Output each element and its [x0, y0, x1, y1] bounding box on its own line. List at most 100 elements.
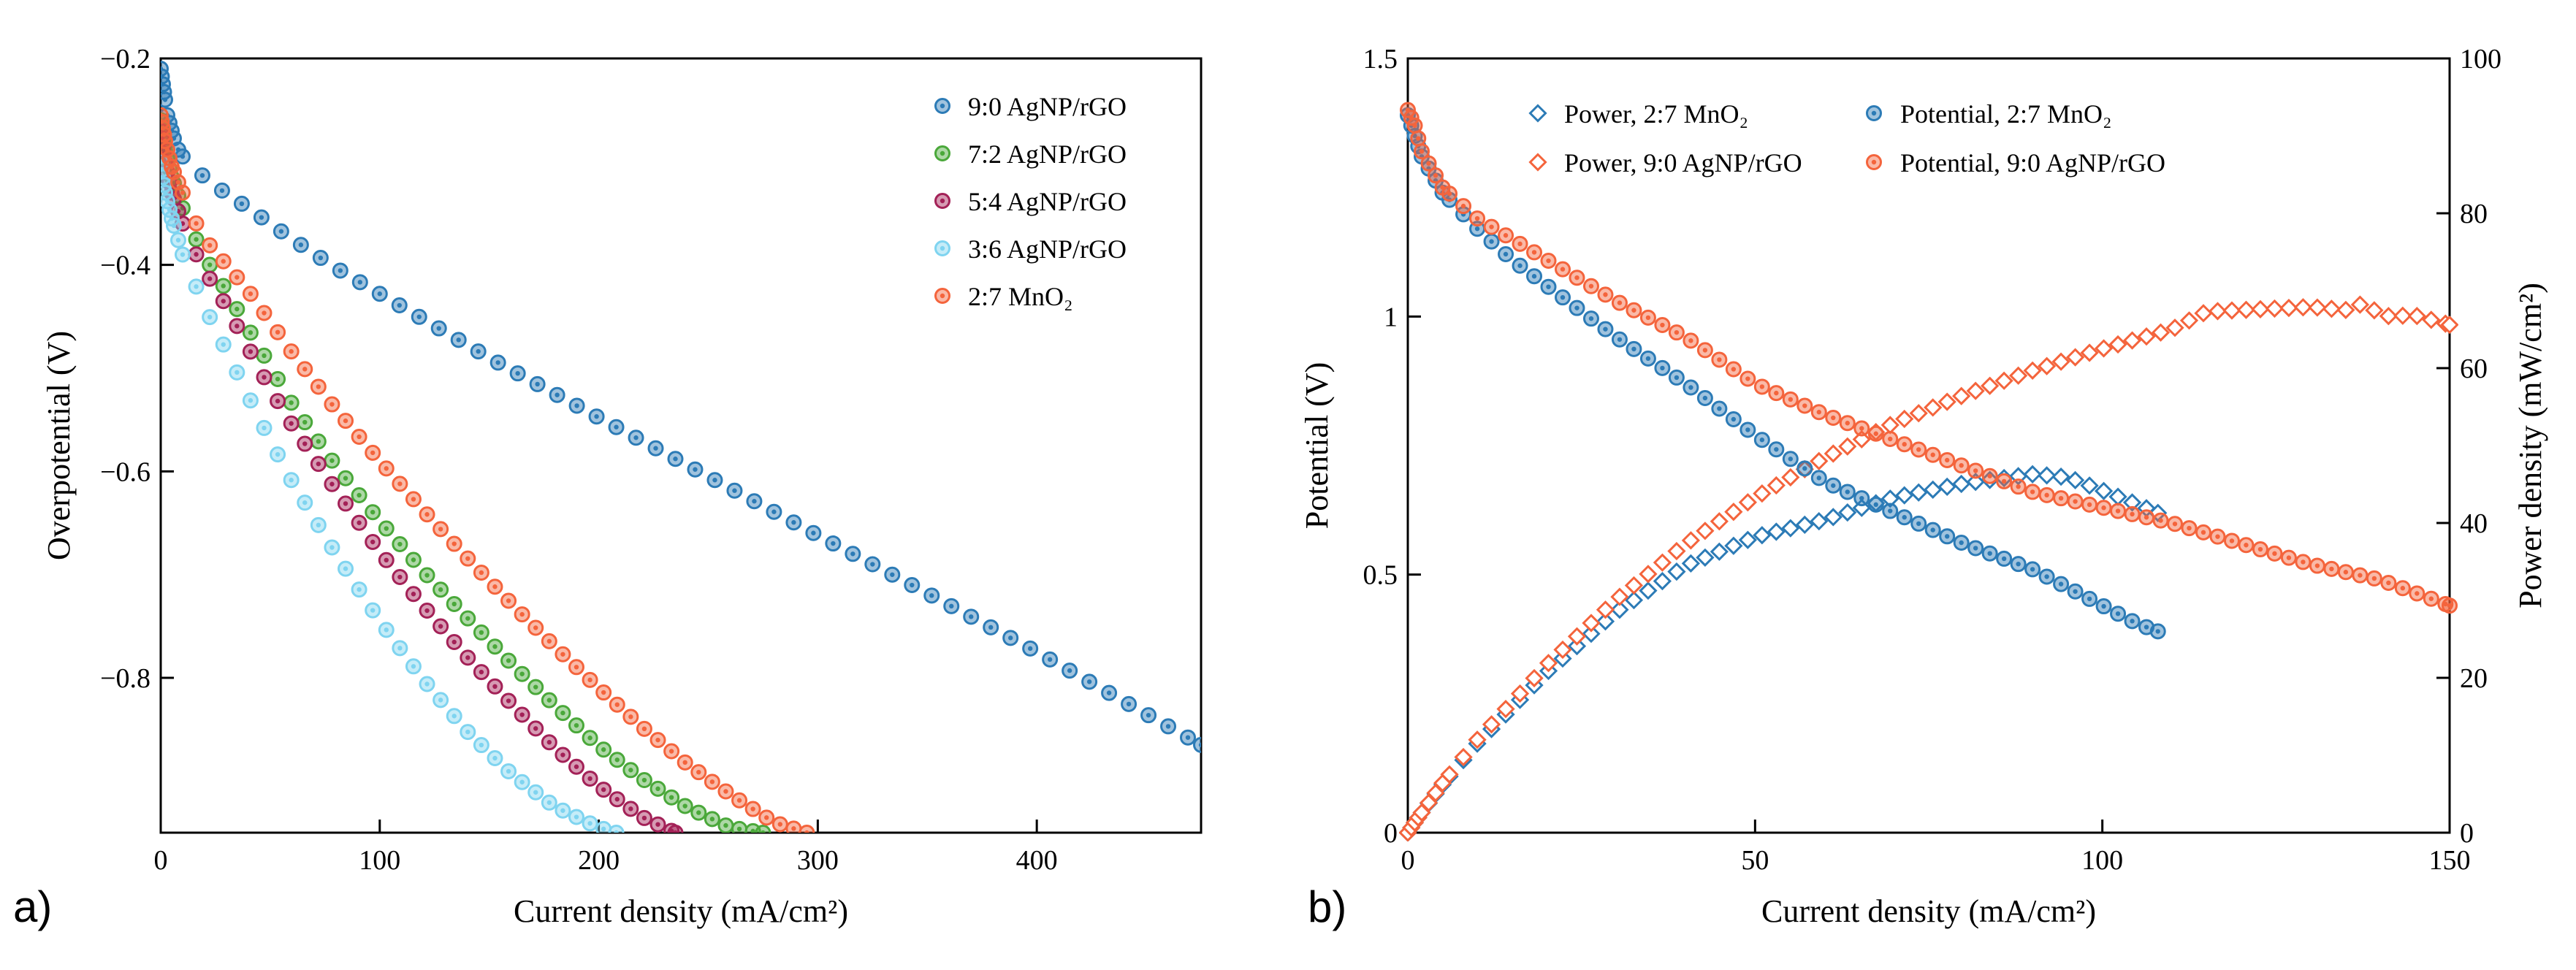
panel-b-y2tick-label: 60: [2460, 354, 2488, 384]
data-point: [2080, 343, 2099, 362]
data-point: [825, 535, 842, 552]
data-point: [1725, 410, 1742, 427]
data-point: [1981, 376, 2000, 395]
data-point: [256, 305, 273, 321]
data-point: [283, 394, 300, 411]
legend-marker-5-4-agnp-rgo: [934, 193, 950, 209]
data-point: [549, 386, 565, 403]
data-point: [1924, 446, 1941, 463]
data-point: [595, 741, 612, 758]
data-point: [419, 506, 435, 523]
legend-label-potential-2-7-mno: Potential, 2:7 MnO₂: [1900, 99, 2112, 129]
data-point: [489, 354, 506, 371]
data-point: [202, 309, 218, 326]
data-point: [338, 560, 354, 577]
data-point: [636, 809, 652, 826]
data-point: [188, 278, 205, 295]
data-point: [1711, 400, 1728, 417]
data-point: [568, 659, 585, 676]
series-potential-2-7-mno: [1400, 107, 2166, 640]
data-point: [1996, 550, 2013, 567]
data-point: [1981, 470, 2000, 489]
panel-a-xtick-label: 400: [1016, 845, 1058, 876]
data-point: [1952, 386, 1971, 405]
data-point: [1510, 684, 1530, 703]
data-point: [1853, 420, 1870, 437]
data-point: [1853, 490, 1870, 507]
data-point: [270, 370, 286, 387]
panel-b-xlabel: Current density (mA/cm²): [1761, 893, 2096, 929]
data-point: [1896, 509, 1913, 526]
legend-marker-power-9-0-agnp-rgo: [1528, 153, 1547, 172]
legend-label-2-7-mno: 2:7 MnO₂: [968, 282, 1073, 311]
data-point: [1683, 332, 1699, 349]
data-point: [1924, 398, 1943, 417]
data-point: [943, 597, 960, 614]
data-point: [1639, 581, 1658, 600]
data-point: [405, 586, 422, 603]
data-point: [242, 324, 259, 341]
data-point: [527, 679, 544, 695]
data-point: [365, 534, 381, 551]
data-point: [923, 587, 940, 604]
data-point: [568, 758, 585, 775]
data-point: [229, 269, 245, 286]
legend-marker-3-6-agnp-rgo: [934, 240, 950, 256]
data-point: [2067, 583, 2084, 600]
data-point: [1468, 730, 1487, 749]
data-point: [1882, 430, 1899, 447]
data-point: [514, 774, 530, 790]
data-point: [1469, 210, 1486, 227]
data-point: [1654, 359, 1671, 376]
data-point: [1639, 309, 1656, 326]
data-point: [2393, 306, 2412, 325]
data-point: [2094, 339, 2114, 358]
data-point: [1554, 289, 1571, 306]
data-point: [1768, 385, 1785, 402]
data-point: [2110, 503, 2127, 519]
data-point: [1725, 361, 1742, 378]
data-point: [2122, 493, 2142, 512]
data-point: [1569, 270, 1585, 286]
panel-a: 0 100 200 300 400 −0.2 −0.4 −0.6 −0.8 9:0 AgNP/r…: [13, 44, 1203, 931]
data-point: [2209, 528, 2226, 545]
data-point: [884, 566, 901, 583]
data-point: [1482, 715, 1501, 734]
data-point: [324, 539, 340, 556]
data-point: [487, 638, 503, 655]
legend-marker-power-2-7-mno: [1528, 104, 1547, 123]
legend-marker-9-0-agnp-rgo: [934, 98, 950, 114]
data-point: [2195, 524, 2211, 541]
data-point: [2165, 318, 2184, 337]
data-point: [1512, 235, 1528, 252]
data-point: [242, 286, 259, 302]
data-point: [2251, 299, 2270, 318]
data-point: [690, 804, 707, 821]
data-point: [2037, 466, 2057, 485]
data-point: [2352, 567, 2369, 584]
data-point: [351, 428, 367, 445]
data-point: [2365, 301, 2384, 320]
panel-b-ytick-label: 0: [1384, 818, 1398, 849]
data-point: [169, 232, 186, 248]
data-point: [2024, 561, 2041, 578]
data-point: [460, 610, 476, 627]
data-point: [312, 250, 329, 267]
data-point: [174, 148, 191, 165]
data-point: [297, 361, 313, 378]
data-point: [1909, 483, 1928, 502]
data-point: [324, 396, 340, 413]
data-point: [1582, 310, 1599, 327]
data-point: [690, 764, 707, 781]
data-point: [473, 737, 489, 754]
panel-b-ytick-label: 1.5: [1363, 44, 1398, 75]
data-point: [500, 763, 517, 779]
data-point: [1567, 636, 1587, 656]
data-point: [1696, 342, 1713, 359]
data-point: [270, 446, 286, 463]
data-point: [1626, 340, 1642, 357]
data-point: [744, 801, 761, 817]
data-point: [500, 692, 517, 709]
data-point: [371, 286, 388, 302]
data-point: [1525, 668, 1544, 688]
